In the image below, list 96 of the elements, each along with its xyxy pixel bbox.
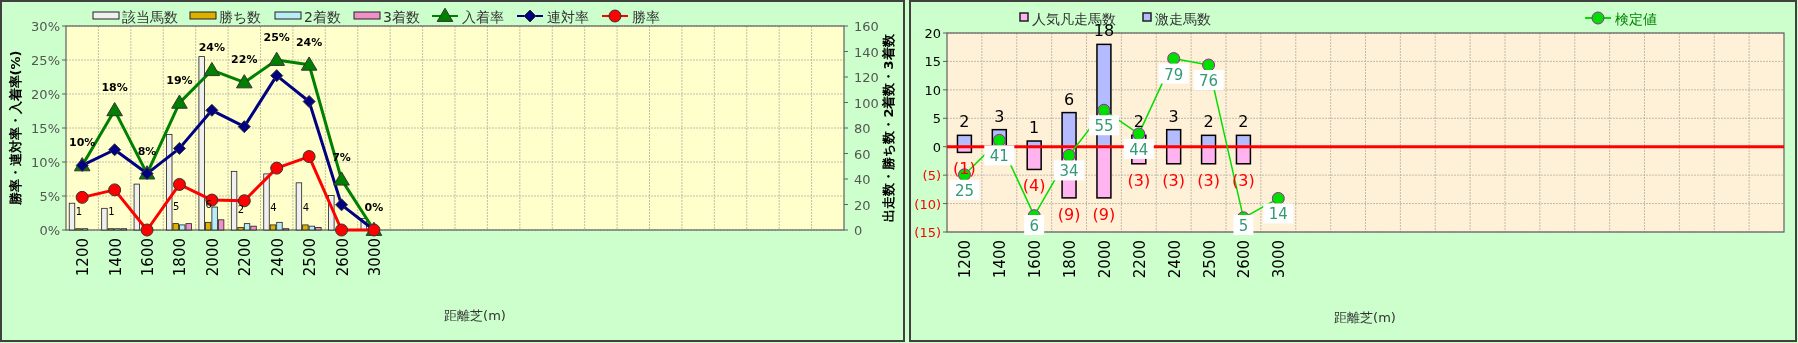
data-label: 1 xyxy=(108,205,115,217)
data-label: 2 xyxy=(1203,112,1214,132)
legend-label: 3着数 xyxy=(383,9,420,25)
x-tick-label: 1400 xyxy=(106,238,125,277)
data-label: (4) xyxy=(1022,176,1046,196)
x-tick-label: 1200 xyxy=(956,240,975,279)
y-tick-label: 10 xyxy=(924,82,941,98)
y-tick-label: 0% xyxy=(39,223,60,238)
data-label: 3 xyxy=(994,106,1005,126)
data-label: (3) xyxy=(1127,170,1151,190)
data-label: 24% xyxy=(295,35,323,49)
data-label: 76 xyxy=(1199,72,1219,91)
y2-tick-label: 120 xyxy=(854,70,879,85)
data-label: 34 xyxy=(1059,162,1079,181)
legend-label: 検定値 xyxy=(1615,11,1657,27)
data-label: 10% xyxy=(69,136,96,150)
x-tick-label: 2600 xyxy=(333,238,352,277)
x-tick-label: 2200 xyxy=(1130,240,1149,279)
x-tick-label: 1600 xyxy=(1026,240,1045,279)
data-label: 18% xyxy=(101,81,128,95)
data-label: 25% xyxy=(263,31,290,44)
y-tick-label: 15% xyxy=(31,121,60,136)
data-label: 22% xyxy=(231,53,258,67)
x-tick-label: 2500 xyxy=(1200,240,1219,279)
x-tick-label: 2000 xyxy=(203,238,222,277)
data-label: 79 xyxy=(1164,65,1184,84)
data-label: 2 xyxy=(959,112,970,132)
data-label: 44 xyxy=(1129,140,1149,159)
x-tick-label: 2400 xyxy=(1165,240,1184,279)
data-label: 6 xyxy=(1029,217,1039,235)
legend-label: 勝率 xyxy=(632,9,660,25)
x-tick-label: 1800 xyxy=(171,238,190,277)
data-label: 3 xyxy=(1168,106,1179,126)
x-tick-label: 3000 xyxy=(1270,240,1289,279)
data-label: 4 xyxy=(270,201,277,213)
legend-label: 2着数 xyxy=(304,9,341,25)
x-axis-title: 距離芝(m) xyxy=(1334,310,1396,325)
y-tick-label: 0 xyxy=(932,139,941,155)
x-tick-label: 1800 xyxy=(1061,240,1080,279)
x-tick-label: 2500 xyxy=(301,238,320,277)
data-label: 24% xyxy=(198,41,226,55)
y-tick-label: (15) xyxy=(914,225,941,240)
y2-tick-label: 60 xyxy=(854,146,871,162)
data-label: 5 xyxy=(173,200,180,212)
y-tick-label: 20% xyxy=(31,87,60,102)
data-label: (9) xyxy=(1057,204,1081,224)
data-label: 6 xyxy=(1063,89,1075,109)
data-label: (9) xyxy=(1092,204,1116,224)
data-label: 55 xyxy=(1094,117,1114,136)
legend-label: 激走馬数 xyxy=(1155,11,1211,27)
x-tick-label: 2200 xyxy=(236,238,255,277)
x-tick-label: 3000 xyxy=(365,238,384,277)
y2-tick-label: 160 xyxy=(854,19,879,34)
y-tick-label: 20 xyxy=(924,26,941,41)
x-tick-label: 2600 xyxy=(1235,240,1254,279)
y-tick-label: 5% xyxy=(39,189,60,204)
legend-label: 勝ち数 xyxy=(219,9,261,25)
data-label: (3) xyxy=(1197,170,1220,190)
data-label: 14 xyxy=(1268,205,1288,224)
x-axis-title: 距離芝(m) xyxy=(444,308,506,323)
data-label: (3) xyxy=(1162,170,1186,190)
y-tick-label: 5 xyxy=(932,111,941,127)
data-label: 0% xyxy=(364,201,384,214)
y2-tick-label: 20 xyxy=(854,197,871,213)
y2-tick-label: 100 xyxy=(854,95,879,111)
y-tick-label: (10) xyxy=(914,196,941,212)
y2-tick-label: 40 xyxy=(854,172,871,187)
legend-label: 入着率 xyxy=(462,9,504,25)
y-tick-label: 10% xyxy=(31,155,60,170)
y-tick-label: 30% xyxy=(31,19,60,34)
x-tick-label: 2000 xyxy=(1095,240,1114,279)
x-tick-label: 1600 xyxy=(139,238,158,277)
y2-tick-label: 140 xyxy=(854,44,879,60)
y2-axis-title: 出走数・勝ち数・2着数・3着数 xyxy=(881,33,896,222)
data-label: 4 xyxy=(302,201,310,213)
data-label: 2 xyxy=(237,204,245,216)
data-label: 1 xyxy=(75,205,83,217)
y-tick-label: 25% xyxy=(31,53,60,68)
y2-tick-label: 80 xyxy=(854,121,871,136)
x-tick-label: 1400 xyxy=(991,240,1010,279)
data-label: 2 xyxy=(1133,112,1144,132)
data-label: 25 xyxy=(954,181,974,200)
y2-tick-label: 0 xyxy=(854,223,863,238)
x-tick-label: 2400 xyxy=(268,238,287,277)
y-axis-title: 勝率・連対率・入着率(%) xyxy=(8,50,23,207)
data-label: 2 xyxy=(1238,112,1249,132)
data-label: 1 xyxy=(1029,118,1040,138)
x-tick-label: 1200 xyxy=(74,238,93,277)
data-label: 41 xyxy=(989,147,1009,166)
y-tick-label: 15 xyxy=(924,54,941,70)
data-label: 5 xyxy=(1238,217,1249,235)
y-tick-label: (5) xyxy=(922,168,941,184)
data-label: 8% xyxy=(137,144,157,158)
legend-label: 該当馬数 xyxy=(122,9,178,25)
legend-label: 連対率 xyxy=(547,9,589,25)
data-label: 19% xyxy=(166,73,193,87)
